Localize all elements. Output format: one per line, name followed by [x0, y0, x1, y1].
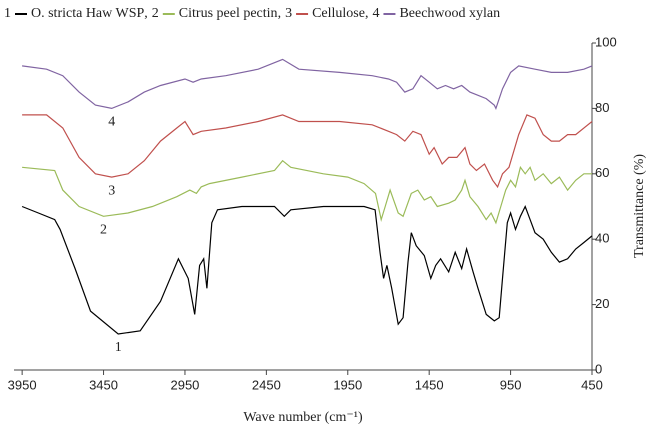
legend: 1 O. stricta Haw WSP, 2 Citrus peel pectin,… — [4, 6, 500, 21]
y-axis-title: Transmittance (%) — [632, 154, 647, 258]
legend-number: 3 — [285, 6, 292, 21]
x-tick-label: 1450 — [415, 377, 444, 392]
y-tick-label: 100 — [595, 34, 617, 49]
legend-separator: , — [144, 6, 148, 21]
curve-label: 1 — [115, 340, 122, 355]
curve-label: 2 — [100, 223, 107, 238]
x-tick-label: 3450 — [89, 377, 118, 392]
legend-number: 4 — [372, 6, 379, 21]
spectrum-line — [21, 204, 593, 335]
legend-name: O. stricta Haw WSP — [31, 6, 144, 21]
y-tick-label: 20 — [595, 296, 609, 311]
x-axis-title: Wave number (cm⁻¹) — [243, 410, 363, 425]
legend-separator: , — [365, 6, 369, 21]
curve-label: 3 — [108, 183, 115, 198]
x-tick-label: 450 — [581, 377, 603, 392]
y-tick-label: 80 — [595, 100, 609, 115]
spectrum-line — [22, 114, 593, 189]
legend-name: Citrus peel pectin — [179, 6, 278, 21]
x-tick-label: 1950 — [333, 377, 362, 392]
legend-number: 1 — [4, 6, 11, 21]
curve-label: 4 — [108, 115, 115, 130]
y-tick-label: 40 — [595, 231, 609, 246]
y-tick-label: 60 — [595, 165, 609, 180]
x-tick-label: 2950 — [170, 377, 199, 392]
x-tick-label: 3950 — [8, 377, 37, 392]
spectrum-line — [22, 159, 592, 225]
legend-number: 2 — [152, 6, 159, 21]
legend-name: Beechwood xylan — [399, 6, 500, 21]
legend-separator: , — [278, 6, 282, 21]
x-tick-label: 2450 — [252, 377, 281, 392]
legend-name: Cellulose — [312, 6, 365, 21]
spectrum-line — [22, 58, 593, 110]
x-tick-label: 950 — [500, 377, 522, 392]
y-tick-label: 0 — [595, 361, 602, 376]
